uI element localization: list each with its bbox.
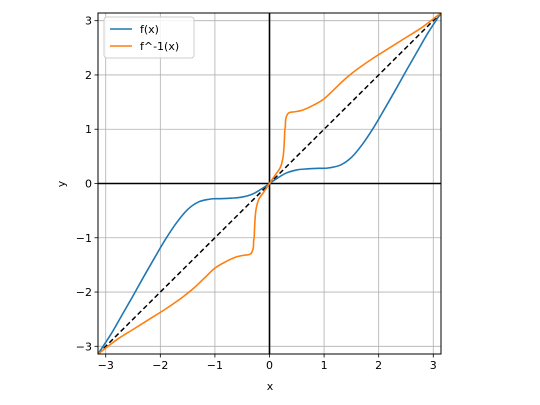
y-tick-label: 2: [85, 69, 92, 82]
x-tick-label: −2: [152, 359, 168, 372]
axis-ticks: −3 −2 −1 0 1 2 3 −3 −2 −1 0 1 2 3: [76, 15, 437, 372]
legend-label-f: f(x): [140, 23, 159, 36]
x-tick-label: −3: [98, 359, 114, 372]
y-tick-label: 0: [85, 178, 92, 191]
x-tick-label: 3: [430, 359, 437, 372]
y-tick-label: 1: [85, 123, 92, 136]
y-axis-label: y: [55, 180, 68, 187]
x-tick-label: 2: [375, 359, 382, 372]
y-tick-label: −1: [76, 232, 92, 245]
legend-box: [103, 16, 195, 59]
legend: f(x) f^-1(x): [103, 16, 195, 59]
series-lines: [97, 12, 442, 355]
x-tick-label: 0: [266, 359, 273, 372]
y-tick-label: −2: [76, 286, 92, 299]
x-axis-label: x: [267, 380, 274, 393]
x-tick-label: 1: [321, 359, 328, 372]
legend-label-f-inverse: f^-1(x): [140, 40, 179, 53]
series-line-f-inverse: [97, 12, 442, 355]
y-tick-label: 3: [85, 15, 92, 28]
y-tick-label: −3: [76, 340, 92, 353]
x-tick-label: −1: [207, 359, 223, 372]
